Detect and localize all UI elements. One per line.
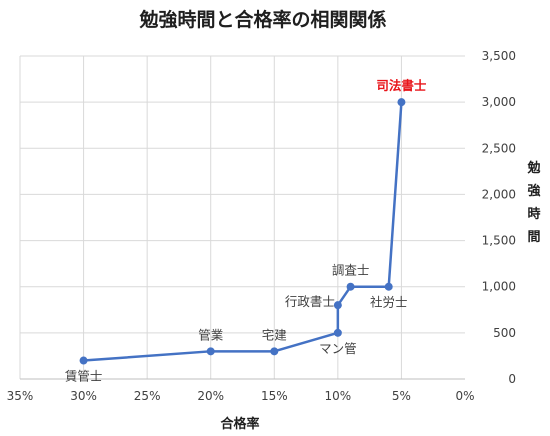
y-axis-title: 勉強時間 xyxy=(526,160,540,245)
data-point xyxy=(346,282,355,291)
gridlines xyxy=(19,55,465,380)
x-axis-title: 合格率 xyxy=(220,416,259,432)
x-tick-label: 30% xyxy=(70,389,97,403)
data-label: 社労士 xyxy=(370,295,408,310)
data-label: 調査士 xyxy=(332,263,370,278)
y-tick-label: 0 xyxy=(508,372,516,386)
data-point xyxy=(79,356,88,365)
y-tick-label: 3,000 xyxy=(482,95,516,109)
data-point xyxy=(384,282,393,291)
x-tick-label: 5% xyxy=(392,389,411,403)
x-tick-label: 35% xyxy=(7,389,34,403)
x-tick-label: 20% xyxy=(197,389,224,403)
data-point xyxy=(333,328,342,337)
y-tick-label: 3,500 xyxy=(482,49,516,63)
y-axis-ticks: 0 500 1,000 1,500 2,000 2,500 3,000 3,500 xyxy=(482,49,516,386)
x-tick-label: 0% xyxy=(455,389,474,403)
series-line-layer xyxy=(79,98,406,365)
data-point xyxy=(333,301,342,310)
data-label: 宅建 xyxy=(262,327,288,342)
data-label: 行政書士 xyxy=(285,294,335,309)
y-tick-label: 2,500 xyxy=(482,141,516,155)
y-tick-label: 500 xyxy=(493,326,516,340)
y-tick-label: 1,000 xyxy=(482,280,516,294)
y-tick-label: 2,000 xyxy=(482,187,516,201)
data-label: 管業 xyxy=(198,327,224,342)
data-point xyxy=(270,347,279,356)
series-line xyxy=(83,102,403,362)
data-point xyxy=(206,347,215,356)
x-tick-label: 10% xyxy=(325,389,352,403)
data-label: 司法書士 xyxy=(376,78,427,93)
y-tick-label: 1,500 xyxy=(482,234,516,248)
data-point xyxy=(397,98,406,107)
x-axis-ticks: 35% 30% 25% 20% 15% 10% 5% 0% xyxy=(7,389,475,403)
data-label: 賃管士 xyxy=(65,369,103,384)
chart-title: 勉強時間と合格率の相関関係 xyxy=(138,8,386,31)
x-tick-label: 15% xyxy=(261,389,288,403)
data-label: マン管 xyxy=(319,341,357,356)
x-tick-label: 25% xyxy=(134,389,161,403)
